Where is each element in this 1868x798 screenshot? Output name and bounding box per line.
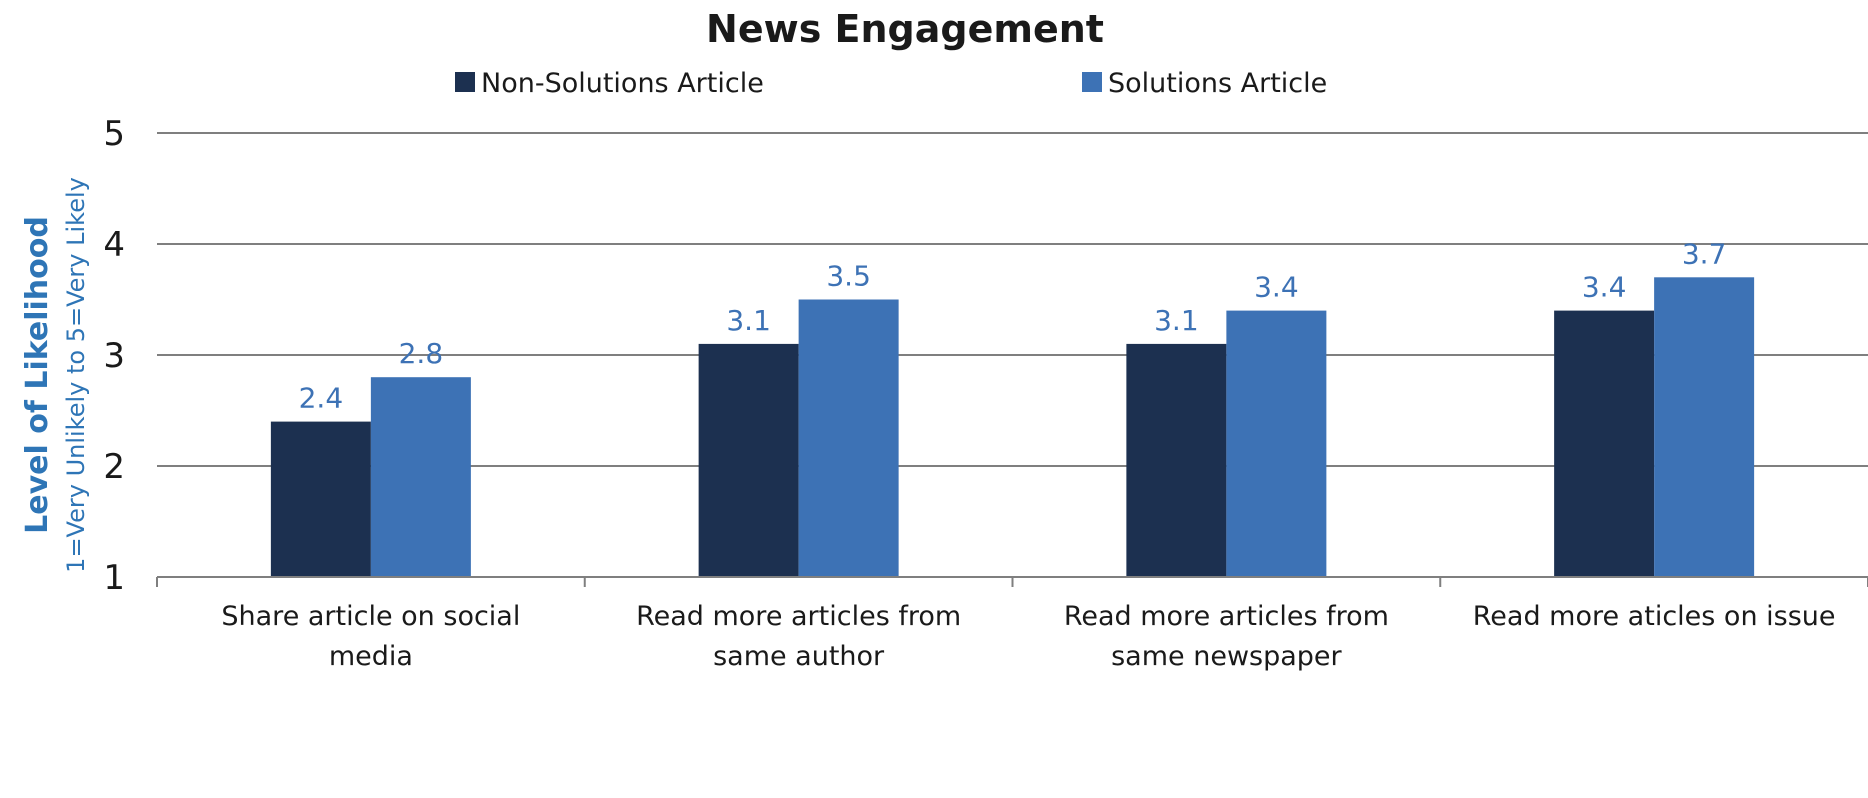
bar-non-solutions xyxy=(270,421,371,577)
data-label: 3.1 xyxy=(726,304,771,337)
y-tick-label: 1 xyxy=(103,558,125,598)
legend-swatch xyxy=(455,72,475,92)
chart-title: News Engagement xyxy=(706,7,1104,51)
x-category-label: Read more articles from same author xyxy=(636,601,961,672)
bar-solutions xyxy=(1654,277,1755,577)
legend-label: Solutions Article xyxy=(1108,68,1327,99)
data-label: 3.7 xyxy=(1682,237,1727,270)
bar-non-solutions xyxy=(698,343,799,577)
bar-non-solutions xyxy=(1554,310,1655,577)
x-category-label: Read more aticles on issue xyxy=(1473,601,1836,632)
bar-solutions xyxy=(370,377,471,577)
legend-label: Non-Solutions Article xyxy=(481,68,764,99)
y-tick-label: 3 xyxy=(103,336,125,376)
bar-solutions xyxy=(798,299,899,577)
legend-swatch xyxy=(1082,72,1102,92)
bar-solutions xyxy=(1226,310,1327,577)
y-axis-ticks: 1 2 3 4 5 xyxy=(103,114,125,598)
x-category-label: Share article on social media xyxy=(221,601,520,672)
x-axis-labels: Share article on social media Read more ar… xyxy=(221,601,1835,672)
data-label: 3.5 xyxy=(826,260,871,293)
data-labels: 2.4 2.8 3.1 3.5 3.1 3.4 3.4 3.7 xyxy=(299,237,1727,414)
x-category-label: Read more articles from same newspaper xyxy=(1064,601,1389,672)
y-tick-label: 2 xyxy=(103,447,125,487)
data-label: 3.4 xyxy=(1582,271,1627,304)
data-label: 3.4 xyxy=(1254,271,1299,304)
y-tick-label: 5 xyxy=(103,114,125,154)
x-axis xyxy=(156,576,1868,587)
data-label: 3.1 xyxy=(1154,304,1199,337)
bar-non-solutions xyxy=(1126,343,1227,577)
data-label: 2.8 xyxy=(399,337,444,370)
y-tick-label: 4 xyxy=(103,225,125,265)
y-axis-subtitle: 1=Very Unlikely to 5=Very Likely xyxy=(62,177,90,573)
legend: Non-Solutions Article Solutions Article xyxy=(455,68,1327,99)
data-label: 2.4 xyxy=(299,382,344,415)
bars xyxy=(270,277,1755,577)
y-axis-title: Level of Likelihood xyxy=(20,216,55,534)
